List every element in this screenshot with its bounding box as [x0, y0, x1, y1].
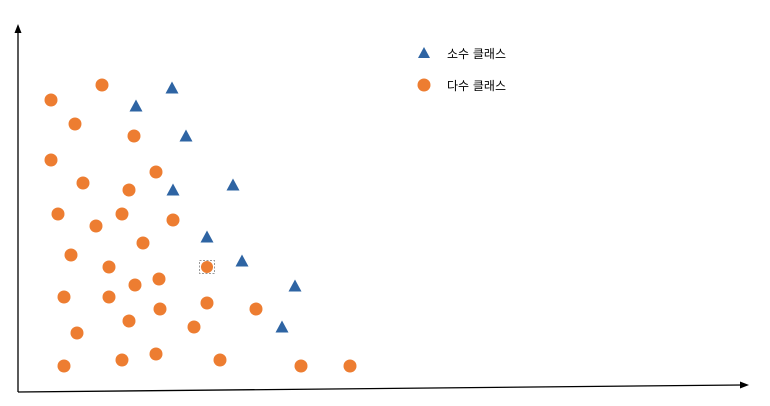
- legend-item-majority: 다수 클래스: [417, 78, 506, 93]
- majority-class-points: [44, 78, 357, 373]
- majority-point-25: [149, 347, 163, 361]
- legend: 소수 클래스 다수 클래스: [417, 47, 506, 93]
- y-axis-arrowhead: [14, 24, 22, 33]
- majority-point-21: [249, 302, 263, 316]
- majority-point-10: [166, 213, 180, 227]
- majority-point-2: [68, 117, 82, 131]
- majority-point-29: [294, 359, 308, 373]
- minority-point-6: [235, 254, 249, 267]
- majority-point-18: [102, 290, 116, 304]
- highlighted-point-border: [199, 260, 215, 274]
- majority-point-27: [213, 353, 227, 367]
- majority-point-26: [115, 353, 129, 367]
- minority-point-3: [226, 178, 240, 191]
- minority-point-5: [200, 230, 214, 243]
- axes: [14, 24, 749, 393]
- majority-point-20: [153, 302, 167, 316]
- majority-point-28: [57, 359, 71, 373]
- majority-point-3: [127, 129, 141, 143]
- x-axis-arrowhead: [740, 381, 749, 389]
- majority-point-9: [115, 207, 129, 221]
- minority-point-1: [129, 99, 143, 112]
- majority-point-19: [200, 296, 214, 310]
- majority-point-8: [51, 207, 65, 221]
- majority-point-22: [122, 314, 136, 328]
- majority-point-0: [95, 78, 109, 92]
- minority-point-0: [165, 81, 179, 94]
- majority-point-12: [136, 236, 150, 250]
- majority-point-17: [57, 290, 71, 304]
- minority-point-8: [275, 320, 289, 333]
- majority-point-14: [102, 260, 116, 274]
- majority-point-5: [149, 165, 163, 179]
- majority-point-11: [89, 219, 103, 233]
- legend-majority-label: 다수 클래스: [447, 79, 506, 93]
- highlighted-majority-point: [201, 261, 213, 273]
- majority-point-4: [44, 153, 58, 167]
- legend-minority-triangle-icon: [418, 47, 430, 58]
- majority-point-16: [128, 278, 142, 292]
- majority-point-15: [152, 272, 166, 286]
- majority-point-1: [44, 93, 58, 107]
- majority-point-13: [64, 248, 78, 262]
- minority-class-points: [129, 81, 302, 333]
- majority-point-24: [70, 326, 84, 340]
- minority-point-2: [179, 129, 193, 142]
- majority-point-6: [76, 176, 90, 190]
- legend-minority-label: 소수 클래스: [447, 47, 506, 61]
- minority-point-7: [288, 279, 302, 292]
- majority-point-23: [187, 320, 201, 334]
- majority-point-7: [122, 183, 136, 197]
- legend-item-minority: 소수 클래스: [418, 47, 506, 61]
- majority-point-30: [343, 359, 357, 373]
- minority-point-4: [166, 183, 180, 196]
- legend-majority-circle-icon: [417, 78, 431, 92]
- highlighted-point-group: [199, 260, 215, 274]
- x-axis-line: [17, 384, 743, 393]
